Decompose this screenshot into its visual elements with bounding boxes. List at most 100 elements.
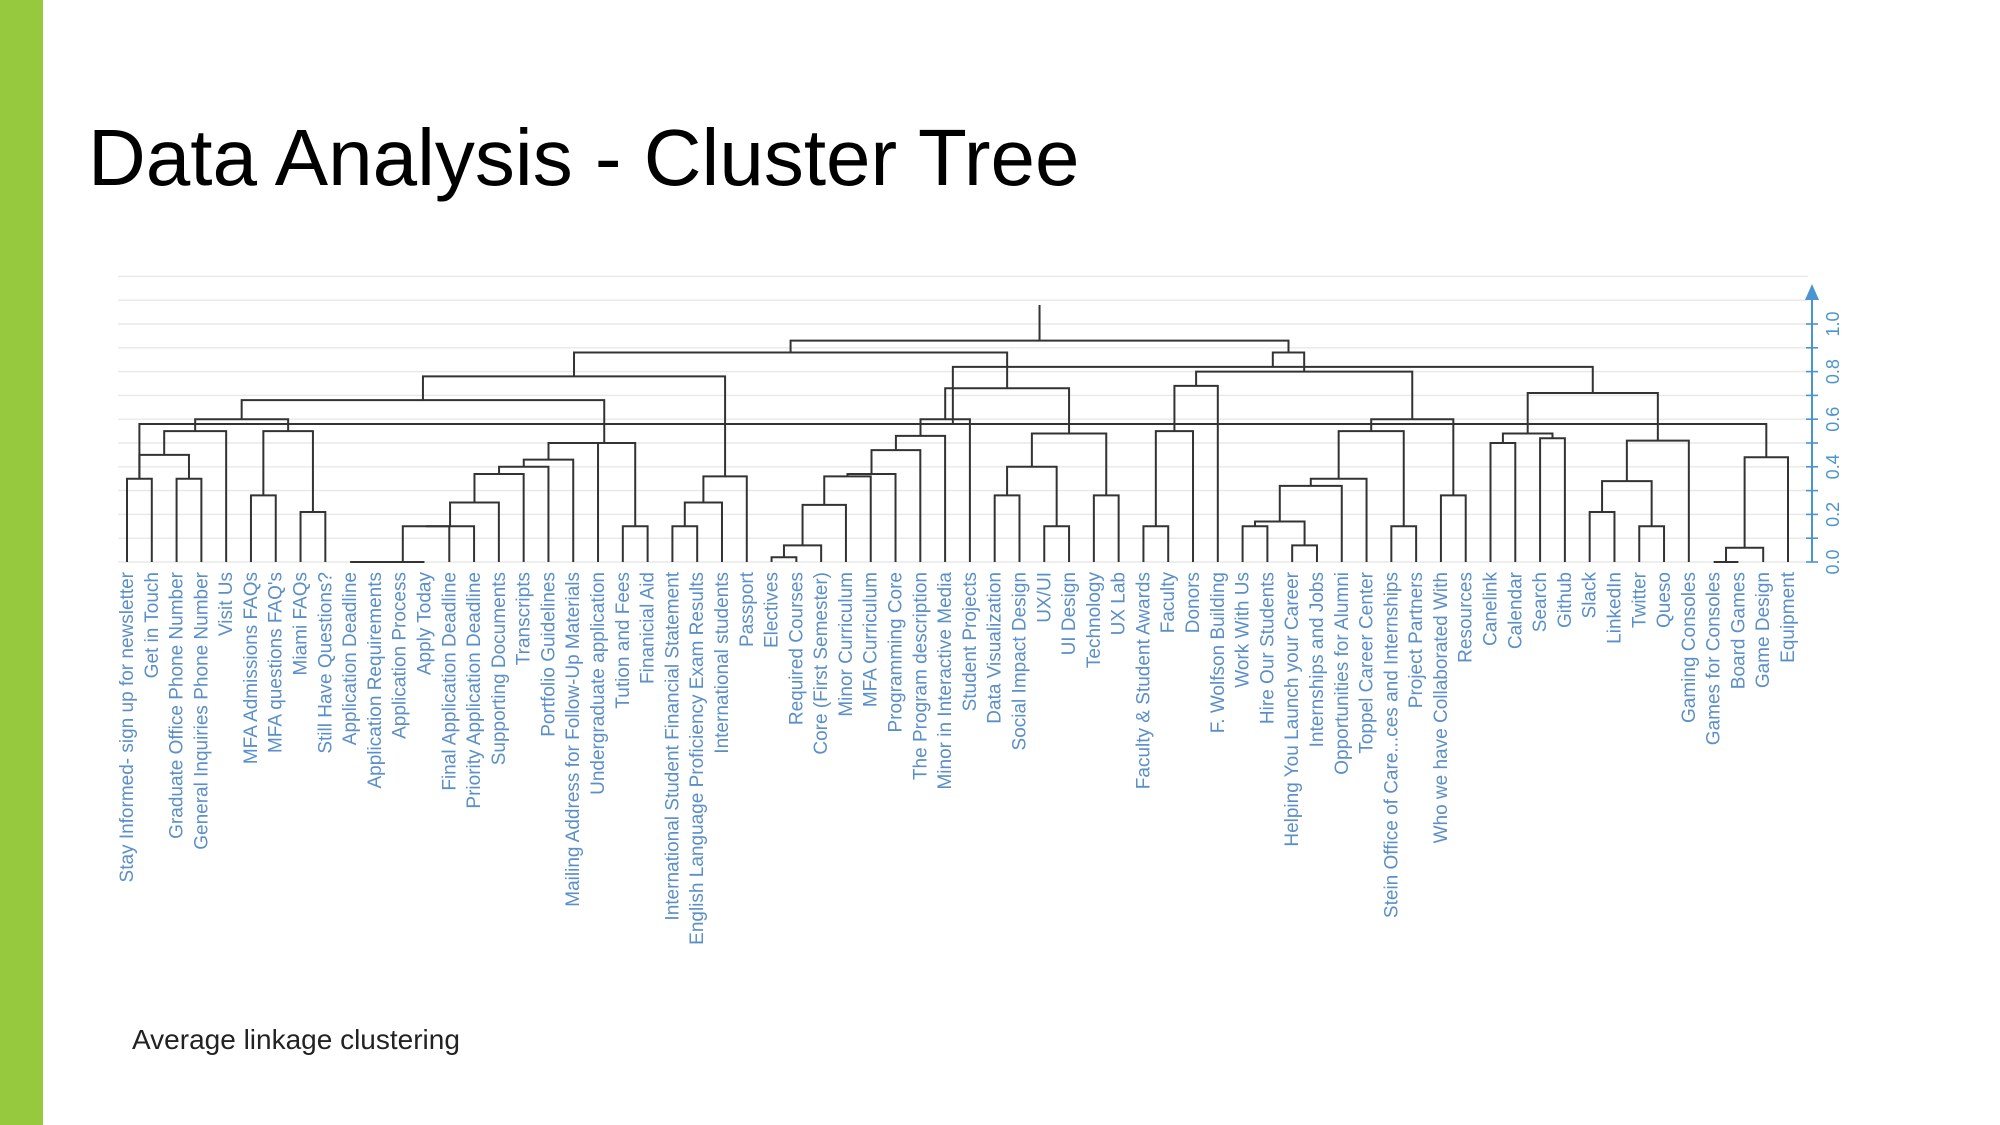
cluster-branch [1539,437,1566,562]
cluster-branch [993,494,1021,562]
leaf-label: Passport [737,571,758,647]
leaf-label: Apply Today [414,572,435,676]
leaf-label: Twitter [1629,571,1650,628]
cluster-branch [782,544,823,562]
cluster-branch [401,525,451,562]
leaf-label: International Student Financial Statemen… [662,571,683,920]
axis-tick-label: 0.6 [1823,407,1843,432]
axis-tick-label: 0.2 [1823,502,1843,527]
cluster-branch [1142,525,1170,562]
leaf-label: Technology [1084,572,1105,669]
leaf-label: Hire Our Students [1257,572,1278,724]
dendrogram-branches [126,304,1789,563]
cluster-branch [1043,525,1071,562]
leaf-label: Board Games [1728,572,1749,689]
leaf-label: Equipment [1778,571,1799,663]
leaf-label: Faculty & Student Awards [1133,572,1154,789]
cluster-branch [1743,456,1789,562]
axis-tick-label: 0.8 [1823,359,1843,384]
cluster-branch [240,399,606,443]
leaf-label: UI Design [1059,572,1080,655]
cluster-branch [621,525,649,562]
figure-caption: Average linkage clustering [132,1024,460,1055]
leaf-label: Required Courses [786,572,807,725]
cluster-branch [1588,511,1616,562]
leaf-label: Graduate Office Phone Number [167,571,188,839]
leaf-label: Minor Curriculum [836,572,857,717]
cluster-branch [1241,525,1269,562]
cluster-branch [1439,494,1467,562]
leaf-label: Resources [1456,572,1477,663]
accent-bar [0,0,43,1125]
cluster-branch [249,494,277,562]
leaf-label: Application Process [390,572,411,739]
leaf-label: International students [712,572,733,754]
leaf-label: Final Application Deadline [439,572,460,791]
leaf-label: Opportunities for Alumni [1332,572,1353,775]
cluster-branch [163,430,228,562]
leaf-label: MFA questions FAQ's [266,572,287,753]
leaf-label: Internships and Jobs [1307,572,1328,747]
leaf-label: Application Requirements [365,572,386,789]
axis-tick-label: 0.0 [1823,549,1843,574]
cluster-branch [426,525,476,562]
leaf-label: Core (First Semester) [811,572,832,755]
cluster-branch [1638,525,1666,562]
axis-arrow-icon [1805,284,1819,300]
cluster-branch [1601,480,1653,527]
leaf-label: Data Visualization [985,572,1006,724]
cluster-branch [1092,494,1120,562]
cluster-branch [683,501,723,562]
leaf-label: English Language Proficiency Exam Result… [687,572,708,945]
cluster-branch [1278,484,1343,562]
leaf-label: Gaming Consoles [1679,572,1700,723]
leaf-label: Faculty [1158,572,1179,634]
leaf-label: The Program description [910,572,931,780]
leaf-label: LinkedIn [1604,572,1625,644]
cluster-branch [1625,439,1690,562]
leaf-label: Games for Consoles [1704,572,1725,745]
leaf-labels: Stay Informed- sign up for newsletter Get… [117,571,1799,945]
height-axis: 0.0 0.2 0.4 0.6 0.8 1.0 [1805,284,1843,575]
leaf-label: Stay Informed- sign up for newsletter [117,571,138,882]
cluster-branch [801,503,847,562]
cluster-branch [1725,546,1765,562]
cluster-branch [1006,465,1058,527]
leaf-label: Get in Touch [142,572,163,678]
cluster-branch [573,351,1009,389]
cluster-branch [1154,430,1195,562]
leaf-label: Minor in Interactive Media [935,572,956,790]
leaf-label: Social Impact Design [1009,572,1030,750]
cluster-branch [1271,351,1306,372]
leaf-label: Canelink [1481,572,1502,646]
cluster-branch [1173,384,1219,562]
leaf-label: Supporting Documents [489,572,510,765]
cluster-branch [1291,544,1318,562]
leaf-label: F. Wolfson Building [1208,572,1229,733]
leaf-label: Priority Application Deadline [464,572,485,809]
cluster-branch [770,556,798,562]
axis-tick-label: 1.0 [1823,311,1843,336]
cluster-branch [1253,520,1306,546]
cluster-branch [573,442,637,527]
leaf-label: General Inquiries Phone Number [191,571,212,849]
leaf-label: Programming Core [886,572,907,733]
cluster-tree-dendrogram: Stay Informed- sign up for newsletter Get… [117,275,1843,945]
cluster-branch [671,525,699,562]
leaf-label: Electives [762,572,783,648]
leaf-label: Helping You Launch your Career [1282,571,1303,846]
leaf-label: Queso [1654,572,1675,628]
cluster-branch [1489,442,1517,562]
leaf-label: Calendar [1505,571,1526,649]
cluster-branch [702,475,748,562]
leaf-label: Undergraduate application [588,572,609,795]
leaf-label: Donors [1183,572,1204,633]
leaf-label: Github [1555,572,1576,628]
cluster-branch [194,418,290,432]
leaf-label: Transcripts [514,572,535,665]
leaf-label: UX Lab [1109,572,1130,635]
leaf-label: Finanicial Aid [638,572,659,684]
leaf-label: UX/UI [1034,572,1055,623]
cluster-branch [299,511,327,562]
leaf-label: Application Deadline [340,572,361,745]
